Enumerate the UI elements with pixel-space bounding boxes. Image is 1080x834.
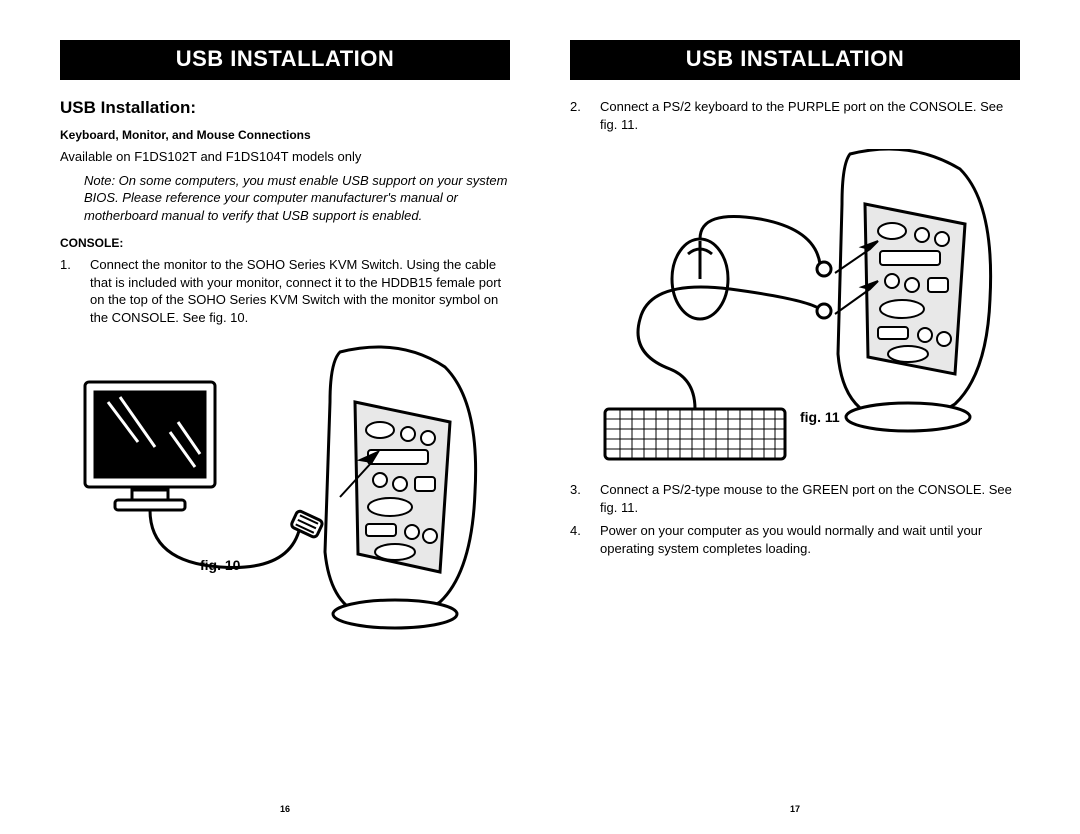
step-1-body: Connect the monitor to the SOHO Series K… <box>90 256 510 326</box>
header-bar-left: USB INSTALLATION <box>60 40 510 80</box>
step-3-number: 3. <box>570 481 600 516</box>
console-label: CONSOLE: <box>60 236 510 250</box>
header-bar-right: USB INSTALLATION <box>570 40 1020 80</box>
subhead: Keyboard, Monitor, and Mouse Connections <box>60 128 510 142</box>
page-number-right: 17 <box>790 804 800 814</box>
page-right: USB INSTALLATION 2. Connect a PS/2 keybo… <box>540 40 1050 814</box>
figure-area-left: fig. 10 <box>60 342 510 814</box>
fig11-label: fig. 11 <box>800 409 840 425</box>
step-3-body: Connect a PS/2-type mouse to the GREEN p… <box>600 481 1020 516</box>
section-title: USB Installation: <box>60 98 510 118</box>
step-4: 4. Power on your computer as you would n… <box>570 522 1020 557</box>
page-left: USB INSTALLATION USB Installation: Keybo… <box>30 40 540 814</box>
note-text: Note: On some computers, you must enable… <box>60 172 510 225</box>
fig11-svg <box>570 149 1010 469</box>
step-4-number: 4. <box>570 522 600 557</box>
fig10-svg <box>60 342 500 642</box>
step-2-number: 2. <box>570 98 600 133</box>
step-4-body: Power on your computer as you would norm… <box>600 522 1020 557</box>
step-1: 1. Connect the monitor to the SOHO Serie… <box>60 256 510 326</box>
step-2-body: Connect a PS/2 keyboard to the PURPLE po… <box>600 98 1020 133</box>
figure-area-right: fig. 11 <box>570 149 1020 469</box>
step-1-number: 1. <box>60 256 90 326</box>
available-text: Available on F1DS102T and F1DS104T model… <box>60 148 510 166</box>
step-2: 2. Connect a PS/2 keyboard to the PURPLE… <box>570 98 1020 133</box>
page-number-left: 16 <box>280 804 290 814</box>
step-3: 3. Connect a PS/2-type mouse to the GREE… <box>570 481 1020 516</box>
fig10-label: fig. 10 <box>200 557 240 573</box>
